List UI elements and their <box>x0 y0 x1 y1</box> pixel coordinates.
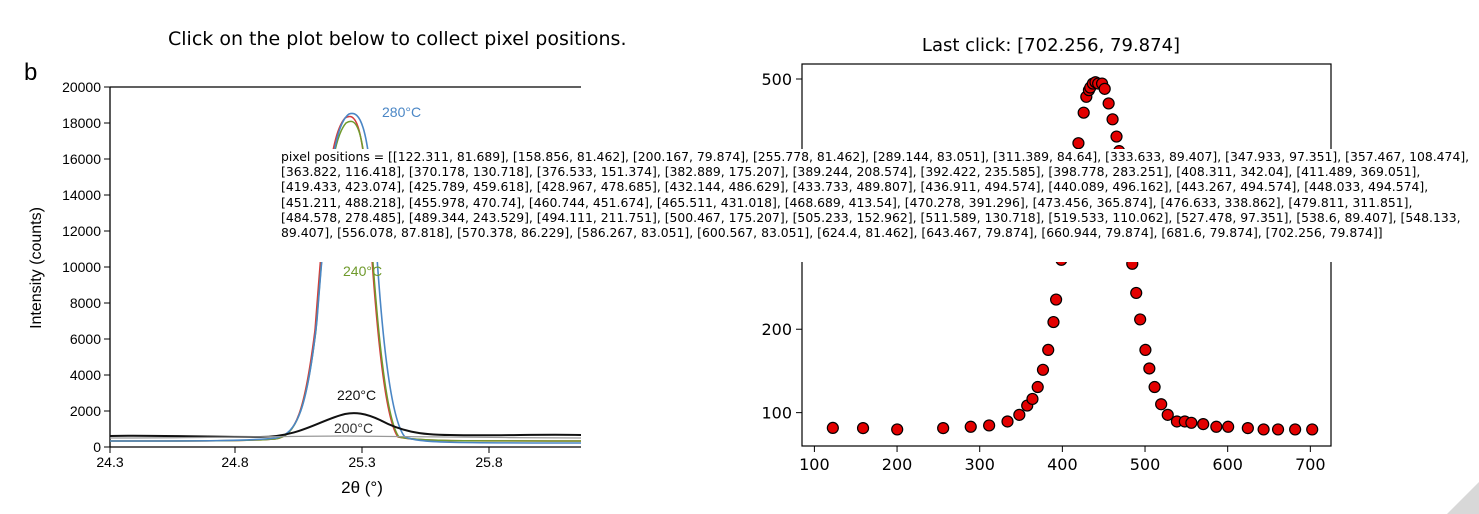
left-x-label: 2θ (°) <box>341 478 383 497</box>
data-point <box>1185 416 1198 429</box>
data-point <box>1026 392 1039 406</box>
right-x-tick-label: 400 <box>1047 455 1078 474</box>
data-point <box>1047 315 1060 329</box>
data-point <box>1077 106 1090 119</box>
right-x-tick-label: 300 <box>964 455 995 474</box>
left-x-tick-label: 25.8 <box>475 454 502 470</box>
data-point <box>1210 420 1223 433</box>
data-point <box>1134 313 1147 326</box>
label-240: 240°C <box>343 263 382 279</box>
label-220: 220°C <box>337 387 376 403</box>
curve-220 <box>109 412 582 439</box>
left-y-tick-label: 2000 <box>70 403 101 419</box>
left-y-tick-label: 10000 <box>62 259 101 275</box>
plot-title: Last click: [702.256, 79.874] <box>922 35 1180 56</box>
data-point <box>1050 293 1063 306</box>
data-point <box>826 421 839 435</box>
right-x-tick-label: 100 <box>799 455 830 474</box>
left-y-tick-label: 16000 <box>62 151 101 167</box>
right-y-tick-label: 500 <box>761 70 792 89</box>
left-y-tick-label: 8000 <box>70 295 101 311</box>
left-y-tick-label: 4000 <box>70 367 101 383</box>
right-y-ticks: 100 200 500 <box>761 70 802 423</box>
data-point <box>1148 380 1161 394</box>
right-y-tick-label: 200 <box>761 320 792 339</box>
data-point <box>1197 418 1210 431</box>
data-point <box>1031 380 1044 394</box>
pixel-positions-output: pixel positions = [[122.311, 81.689], [1… <box>279 149 1475 262</box>
data-point <box>983 419 996 432</box>
left-x-tick-label: 24.3 <box>96 454 123 470</box>
left-x-tick-label: 24.8 <box>221 454 248 470</box>
label-200: 200°C <box>334 420 373 436</box>
data-point <box>1001 415 1014 428</box>
data-point <box>1036 363 1050 376</box>
curve-200 <box>109 435 582 439</box>
data-point <box>1306 423 1319 436</box>
left-y-tick-label: 18000 <box>62 115 101 131</box>
data-point <box>1155 398 1168 411</box>
right-x-tick-label: 200 <box>882 455 913 474</box>
right-x-tick-label: 500 <box>1130 455 1161 474</box>
data-point <box>1257 423 1270 436</box>
data-point <box>1289 423 1302 436</box>
left-x-tick-label: 25.3 <box>348 454 375 470</box>
left-y-ticks: 0 2000 4000 6000 8000 10000 12000 14000 16000 180… <box>62 79 110 455</box>
data-point <box>964 420 977 433</box>
data-point <box>1130 286 1143 300</box>
data-point <box>1241 421 1254 435</box>
left-y-label: Intensity (counts) <box>28 207 45 329</box>
data-point <box>1098 82 1111 95</box>
left-y-tick-label: 0 <box>93 439 101 455</box>
data-point <box>1222 420 1235 433</box>
data-point <box>1161 408 1174 421</box>
right-x-ticks: 100 200 300 400 500 600 700 <box>799 446 1326 474</box>
left-y-tick-label: 20000 <box>62 79 101 95</box>
left-y-tick-label: 6000 <box>70 331 101 347</box>
data-point <box>1110 130 1123 143</box>
data-point <box>1013 408 1026 421</box>
data-point <box>856 421 870 435</box>
data-point <box>1102 97 1115 110</box>
label-280: 280°C <box>382 104 421 120</box>
left-x-ticks: 24.3 24.8 25.3 25.8 <box>96 447 503 470</box>
resize-corner-icon[interactable] <box>1447 482 1479 514</box>
data-point <box>891 423 904 436</box>
data-point <box>1072 137 1085 150</box>
data-point <box>937 421 950 435</box>
right-y-tick-label: 100 <box>761 404 792 423</box>
left-y-tick-label: 14000 <box>62 187 101 203</box>
data-point <box>1139 343 1152 357</box>
data-point <box>1042 343 1055 357</box>
left-y-tick-label: 12000 <box>62 223 101 239</box>
right-x-tick-label: 700 <box>1295 455 1326 474</box>
data-point <box>1271 423 1285 436</box>
left-figure[interactable]: b 0 2000 4000 6000 8000 10000 12000 14000 16000 1… <box>24 59 582 497</box>
panel-label: b <box>24 59 37 86</box>
instruction-text: Click on the plot below to collect pixel… <box>168 28 627 50</box>
data-point <box>1106 113 1119 126</box>
data-point <box>1143 362 1156 375</box>
right-x-tick-label: 600 <box>1212 455 1243 474</box>
